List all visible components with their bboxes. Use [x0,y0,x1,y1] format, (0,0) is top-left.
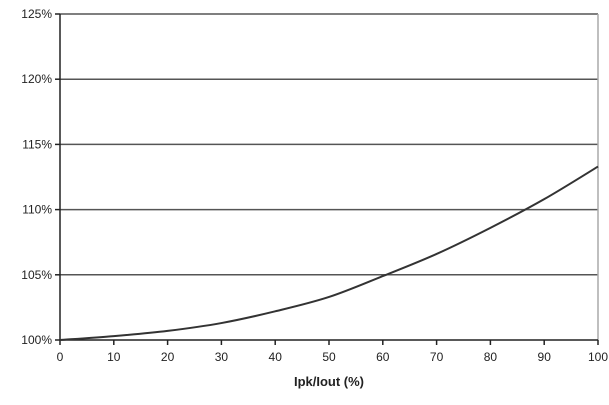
x-tick-label: 20 [161,350,175,364]
y-tick-label: 105% [21,268,52,282]
series-line [59,165,599,341]
x-tick-label: 70 [430,350,444,364]
y-tick-label: 120% [21,72,52,86]
y-tick-label: 100% [21,333,52,347]
x-tick-label: 40 [269,350,283,364]
x-tick-label: 80 [484,350,498,364]
x-tick-label: 0 [57,350,64,364]
x-axis-label: Ipk/Iout (%) [294,374,364,389]
x-tick-label: 60 [376,350,390,364]
y-tick-label: 125% [21,7,52,21]
x-tick-label: 30 [215,350,229,364]
x-tick-label: 90 [538,350,552,364]
x-tick-label: 50 [322,350,336,364]
y-tick-label: 110% [22,203,52,217]
y-tick-label: 115% [22,137,52,151]
x-tick-label: 100 [588,350,608,364]
x-tick-label: 10 [107,350,121,364]
